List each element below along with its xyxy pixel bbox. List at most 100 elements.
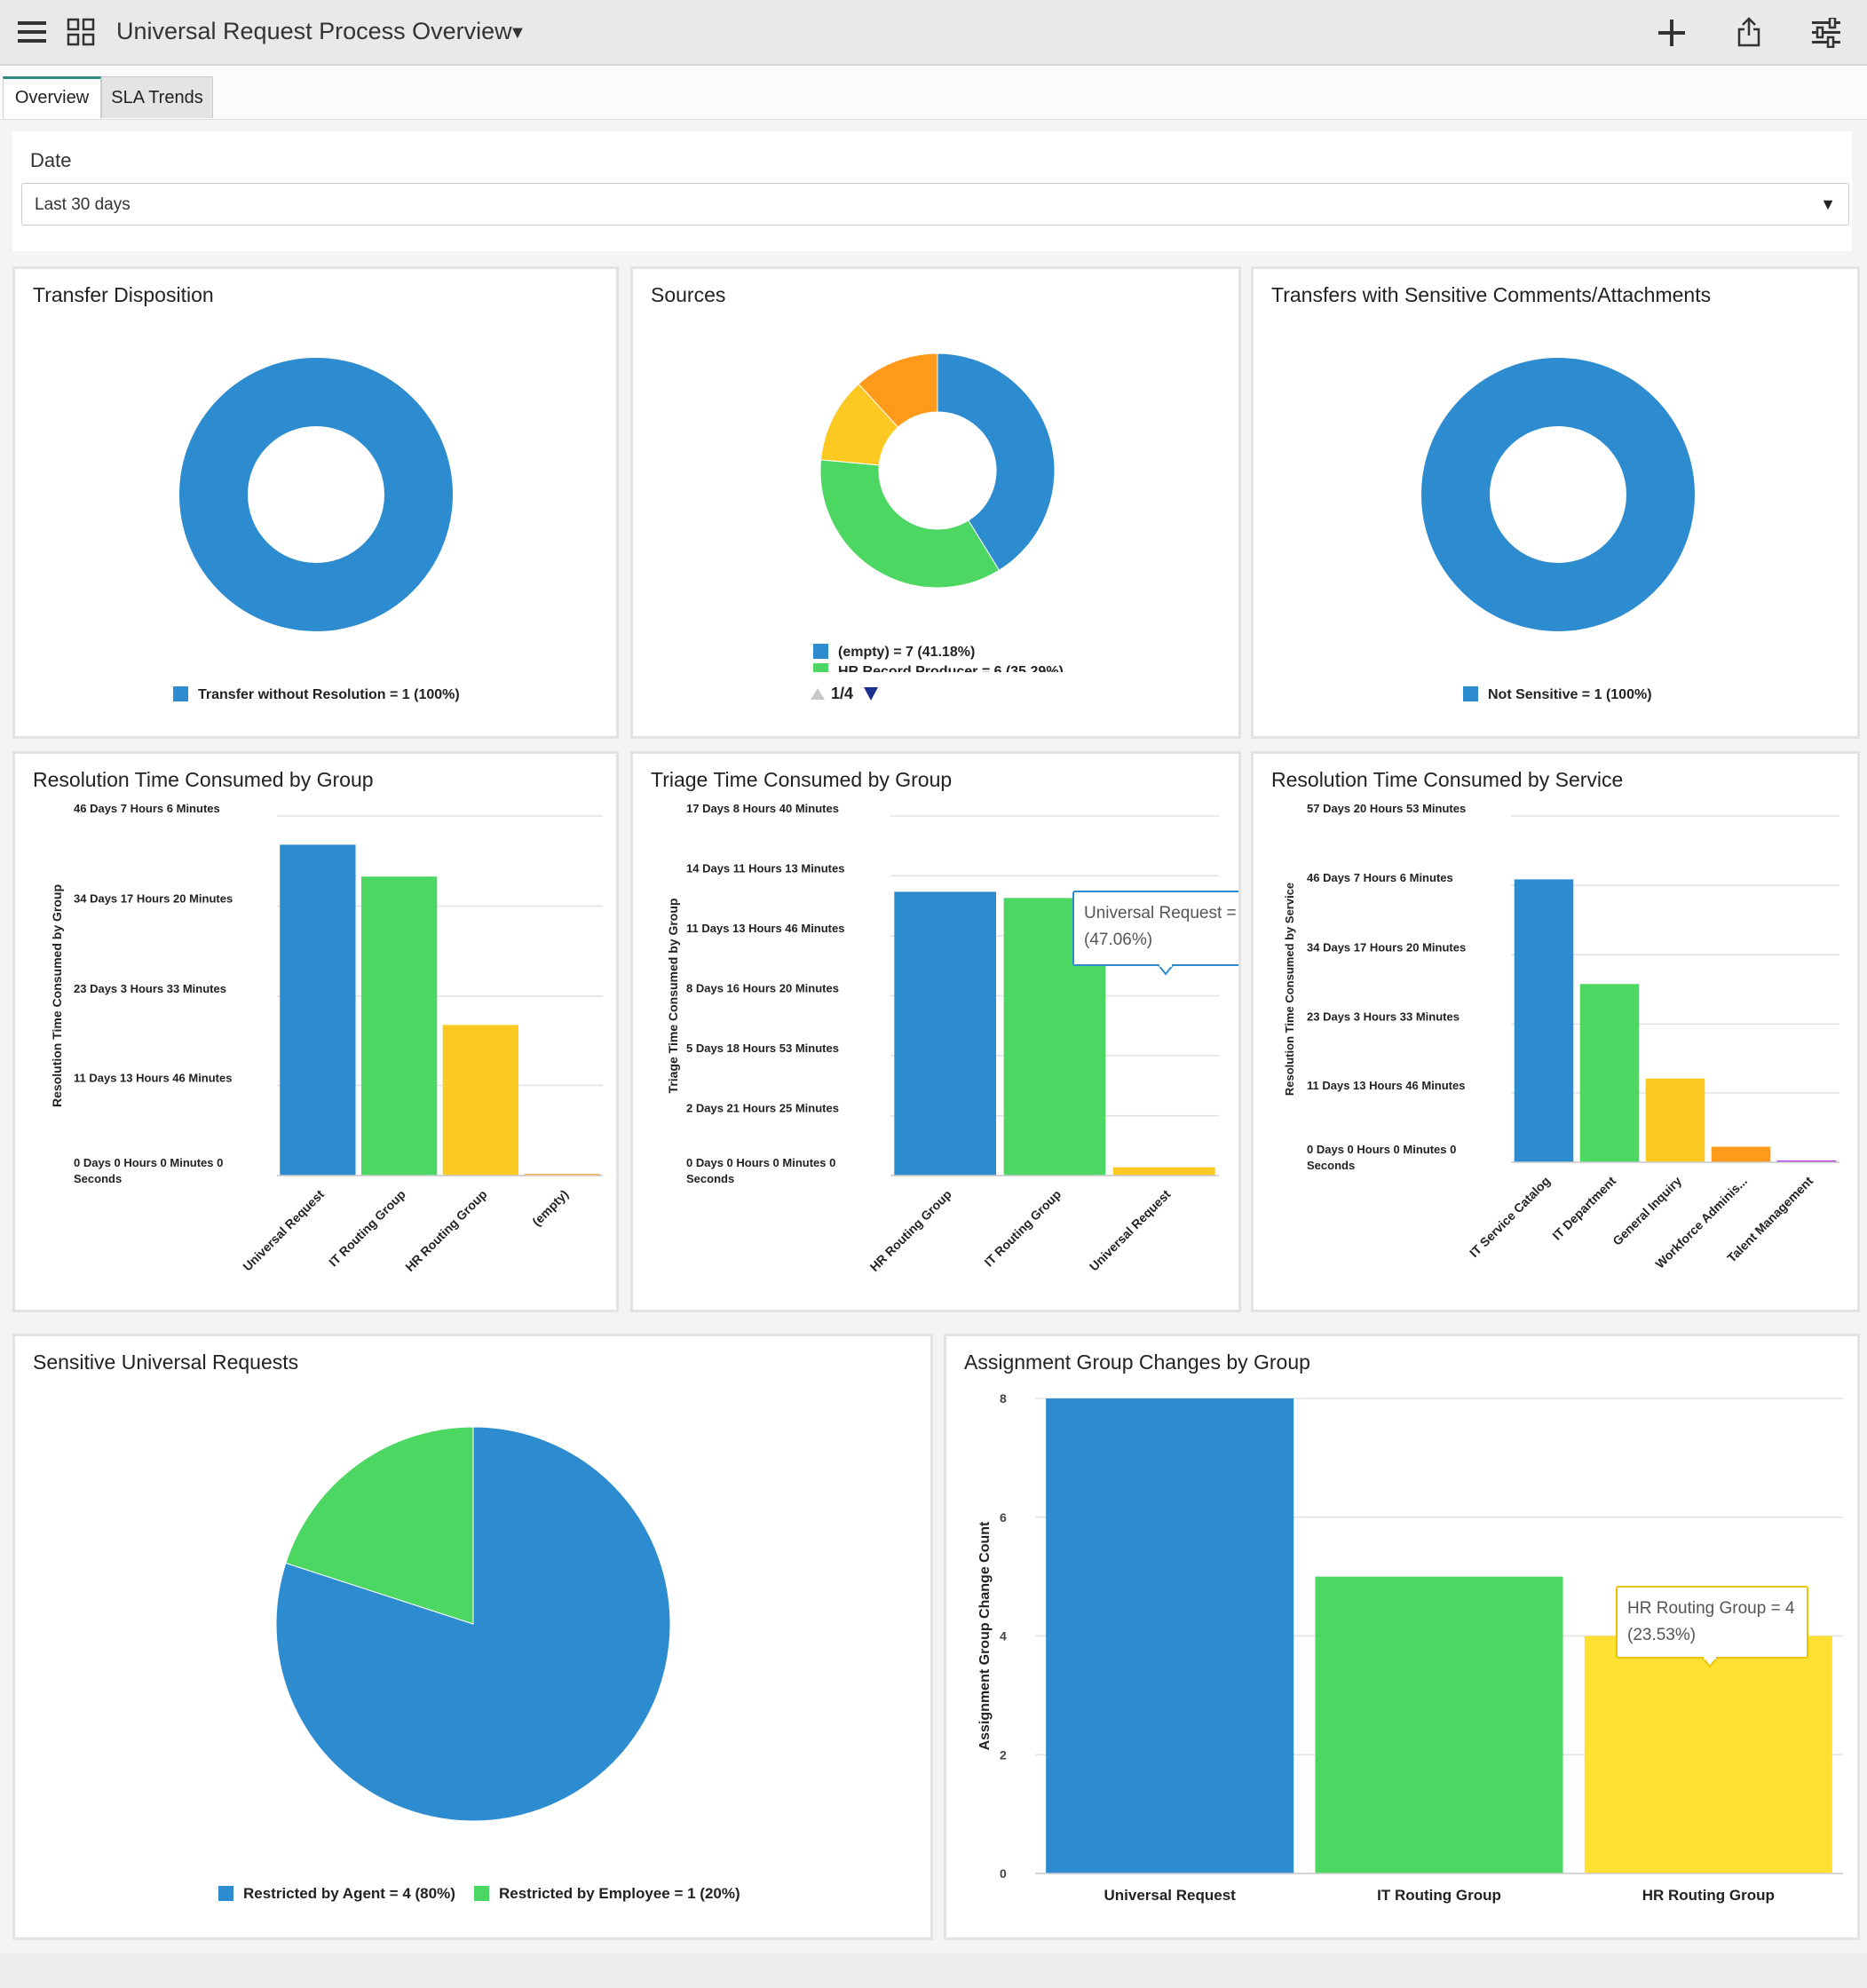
- bar: [360, 876, 438, 1176]
- y-axis-title: Triage Time Consumed by Group: [666, 899, 680, 1094]
- x-tick-label: IT Routing Group: [326, 1187, 408, 1270]
- tooltip-percent: (47.06%): [1084, 931, 1152, 949]
- pie-slice: [1421, 358, 1695, 631]
- y-axis-title: Assignment Group Change Count: [977, 1521, 993, 1750]
- transfer-disposition-chart: Transfer without Resolution = 1 (100%): [173, 358, 460, 702]
- y-tick-label: Seconds: [686, 1172, 734, 1185]
- x-tick-label: IT Service Catalog: [1467, 1174, 1553, 1260]
- x-tick-label: HR Routing Group: [1642, 1887, 1775, 1904]
- bar: [1046, 1398, 1294, 1873]
- date-select-value: Last 30 days: [35, 195, 131, 214]
- page-footer: [0, 1953, 1867, 1988]
- card-title: Triage Time Consumed by Group: [651, 768, 953, 791]
- tooltip-pointer-mask: [1159, 963, 1172, 967]
- y-tick-label: 34 Days 17 Hours 20 Minutes: [1307, 940, 1466, 954]
- page-title[interactable]: Universal Request Process Overview: [116, 18, 512, 44]
- card-triage-by-group: Triage Time Consumed by Group 17 Days 8 …: [630, 751, 1241, 1312]
- y-tick-label: 5 Days 18 Hours 53 Minutes: [686, 1042, 839, 1055]
- pie-slice: [285, 1426, 474, 1625]
- legend-label: (empty) = 7 (41.18%): [838, 645, 975, 660]
- bar: [1315, 1576, 1563, 1873]
- y-tick-label: 57 Days 20 Hours 53 Minutes: [1307, 802, 1466, 815]
- y-tick-label: 6: [1000, 1510, 1007, 1525]
- x-tick-label: Universal Request: [240, 1187, 327, 1274]
- y-axis-title: Resolution Time Consumed by Service: [1283, 883, 1296, 1096]
- assignment-group-changes-chart: 8 6 4 2 0 Assignment Group Change Count Univer…: [977, 1391, 1843, 1904]
- y-tick-label: 11 Days 13 Hours 46 Minutes: [74, 1072, 232, 1085]
- x-tick-label: (empty): [529, 1187, 571, 1229]
- tooltip-label: HR Routing Group = 4: [1627, 1599, 1795, 1618]
- page-down-icon: [864, 687, 878, 701]
- grid-icon[interactable]: [67, 18, 95, 51]
- y-tick-label: Seconds: [1307, 1159, 1355, 1172]
- pie-slice: [179, 358, 453, 631]
- bar: [1579, 984, 1640, 1162]
- add-icon[interactable]: [1657, 18, 1687, 52]
- legend-swatch: [218, 1886, 233, 1901]
- y-tick-label: 0 Days 0 Hours 0 Minutes 0: [686, 1156, 835, 1169]
- y-tick-label: 46 Days 7 Hours 6 Minutes: [74, 802, 220, 815]
- tab-sla-trends-label: SLA Trends: [111, 88, 203, 107]
- y-tick-label: Seconds: [74, 1172, 122, 1185]
- y-tick-label: 2 Days 21 Hours 25 Minutes: [686, 1102, 839, 1115]
- y-tick-label: 46 Days 7 Hours 6 Minutes: [1307, 871, 1453, 884]
- x-tick-label: IT Routing Group: [1377, 1887, 1501, 1904]
- legend-swatch: [173, 686, 188, 701]
- legend-label: HR Record Producer = 6 (35.29%): [838, 664, 1064, 679]
- top-bar: Universal Request Process Overview ▼: [0, 0, 1867, 66]
- y-tick-label: 23 Days 3 Hours 33 Minutes: [74, 982, 226, 995]
- legend-swatch: [1463, 686, 1478, 701]
- tab-overview[interactable]: Overview: [3, 76, 101, 118]
- card-sensitive-universal-requests: Sensitive Universal Requests Restricted …: [12, 1334, 933, 1940]
- tab-bar: Overview SLA Trends: [0, 66, 1867, 120]
- sensitive-universal-requests-chart: Restricted by Agent = 4 (80%) Restricted …: [218, 1426, 740, 1902]
- y-tick-label: 17 Days 8 Hours 40 Minutes: [686, 802, 839, 815]
- y-tick-label: 0 Days 0 Hours 0 Minutes 0: [74, 1156, 223, 1169]
- bar: [280, 844, 356, 1176]
- y-tick-label: 2: [1000, 1747, 1007, 1762]
- card-sensitive-transfers: Transfers with Sensitive Comments/Attach…: [1251, 266, 1860, 739]
- x-tick-label: Universal Request: [1087, 1187, 1174, 1274]
- y-tick-label: 0: [1000, 1866, 1007, 1881]
- card-resolution-by-service: Resolution Time Consumed by Service 57 D…: [1251, 751, 1860, 1312]
- legend-label: Transfer without Resolution = 1 (100%): [198, 687, 460, 702]
- card-title: Transfers with Sensitive Comments/Attach…: [1271, 283, 1712, 306]
- date-select[interactable]: Last 30 days ▼: [21, 183, 1849, 226]
- tooltip-label: Universal Request = 8: [1084, 904, 1241, 923]
- y-tick-label: 11 Days 13 Hours 46 Minutes: [1307, 1079, 1465, 1092]
- bar: [1711, 1146, 1771, 1162]
- legend-swatch: [813, 663, 828, 672]
- bar: [1776, 1160, 1837, 1162]
- menu-icon[interactable]: [18, 20, 46, 49]
- card-title: Resolution Time Consumed by Service: [1271, 768, 1624, 791]
- y-tick-label: 0 Days 0 Hours 0 Minutes 0: [1307, 1143, 1456, 1156]
- y-tick-label: 8 Days 16 Hours 20 Minutes: [686, 982, 839, 995]
- tab-sla-trends[interactable]: SLA Trends: [101, 76, 213, 118]
- dropdown-caret-icon[interactable]: ▼: [509, 23, 526, 43]
- pie-slice: [858, 352, 938, 428]
- y-tick-label: 14 Days 11 Hours 13 Minutes: [686, 861, 844, 875]
- bar: [1112, 1167, 1215, 1176]
- x-tick-label: IT Routing Group: [981, 1187, 1064, 1270]
- sensitive-transfers-chart: Not Sensitive = 1 (100%): [1421, 358, 1695, 702]
- x-tick-label: IT Department: [1549, 1174, 1618, 1243]
- bar: [1645, 1078, 1705, 1162]
- legend-swatch: [474, 1886, 489, 1901]
- pie-slice: [819, 459, 1001, 589]
- card-title: Sensitive Universal Requests: [33, 1350, 299, 1374]
- resolution-by-service-chart: 57 Days 20 Hours 53 Minutes 46 Days 7 Hou…: [1283, 802, 1839, 1271]
- bar: [442, 1025, 519, 1176]
- bar: [894, 891, 997, 1176]
- legend-swatch: [813, 644, 828, 659]
- card-assignment-group-changes: Assignment Group Changes by Group 8 6 4 2 0 A…: [944, 1334, 1860, 1940]
- share-icon[interactable]: [1736, 16, 1761, 52]
- pie-slice: [937, 352, 1056, 571]
- tooltip-box: [1072, 891, 1238, 966]
- date-filter-label: Date: [30, 149, 72, 171]
- card-transfer-disposition: Transfer Disposition Transfer without Re…: [12, 266, 619, 739]
- filter-settings-icon[interactable]: [1811, 16, 1841, 52]
- card-title: Assignment Group Changes by Group: [964, 1350, 1310, 1374]
- card-title: Transfer Disposition: [33, 283, 214, 306]
- sources-chart: (empty) = 7 (41.18%) HR Record Producer =…: [811, 352, 1064, 702]
- card-title: Resolution Time Consumed by Group: [33, 768, 374, 791]
